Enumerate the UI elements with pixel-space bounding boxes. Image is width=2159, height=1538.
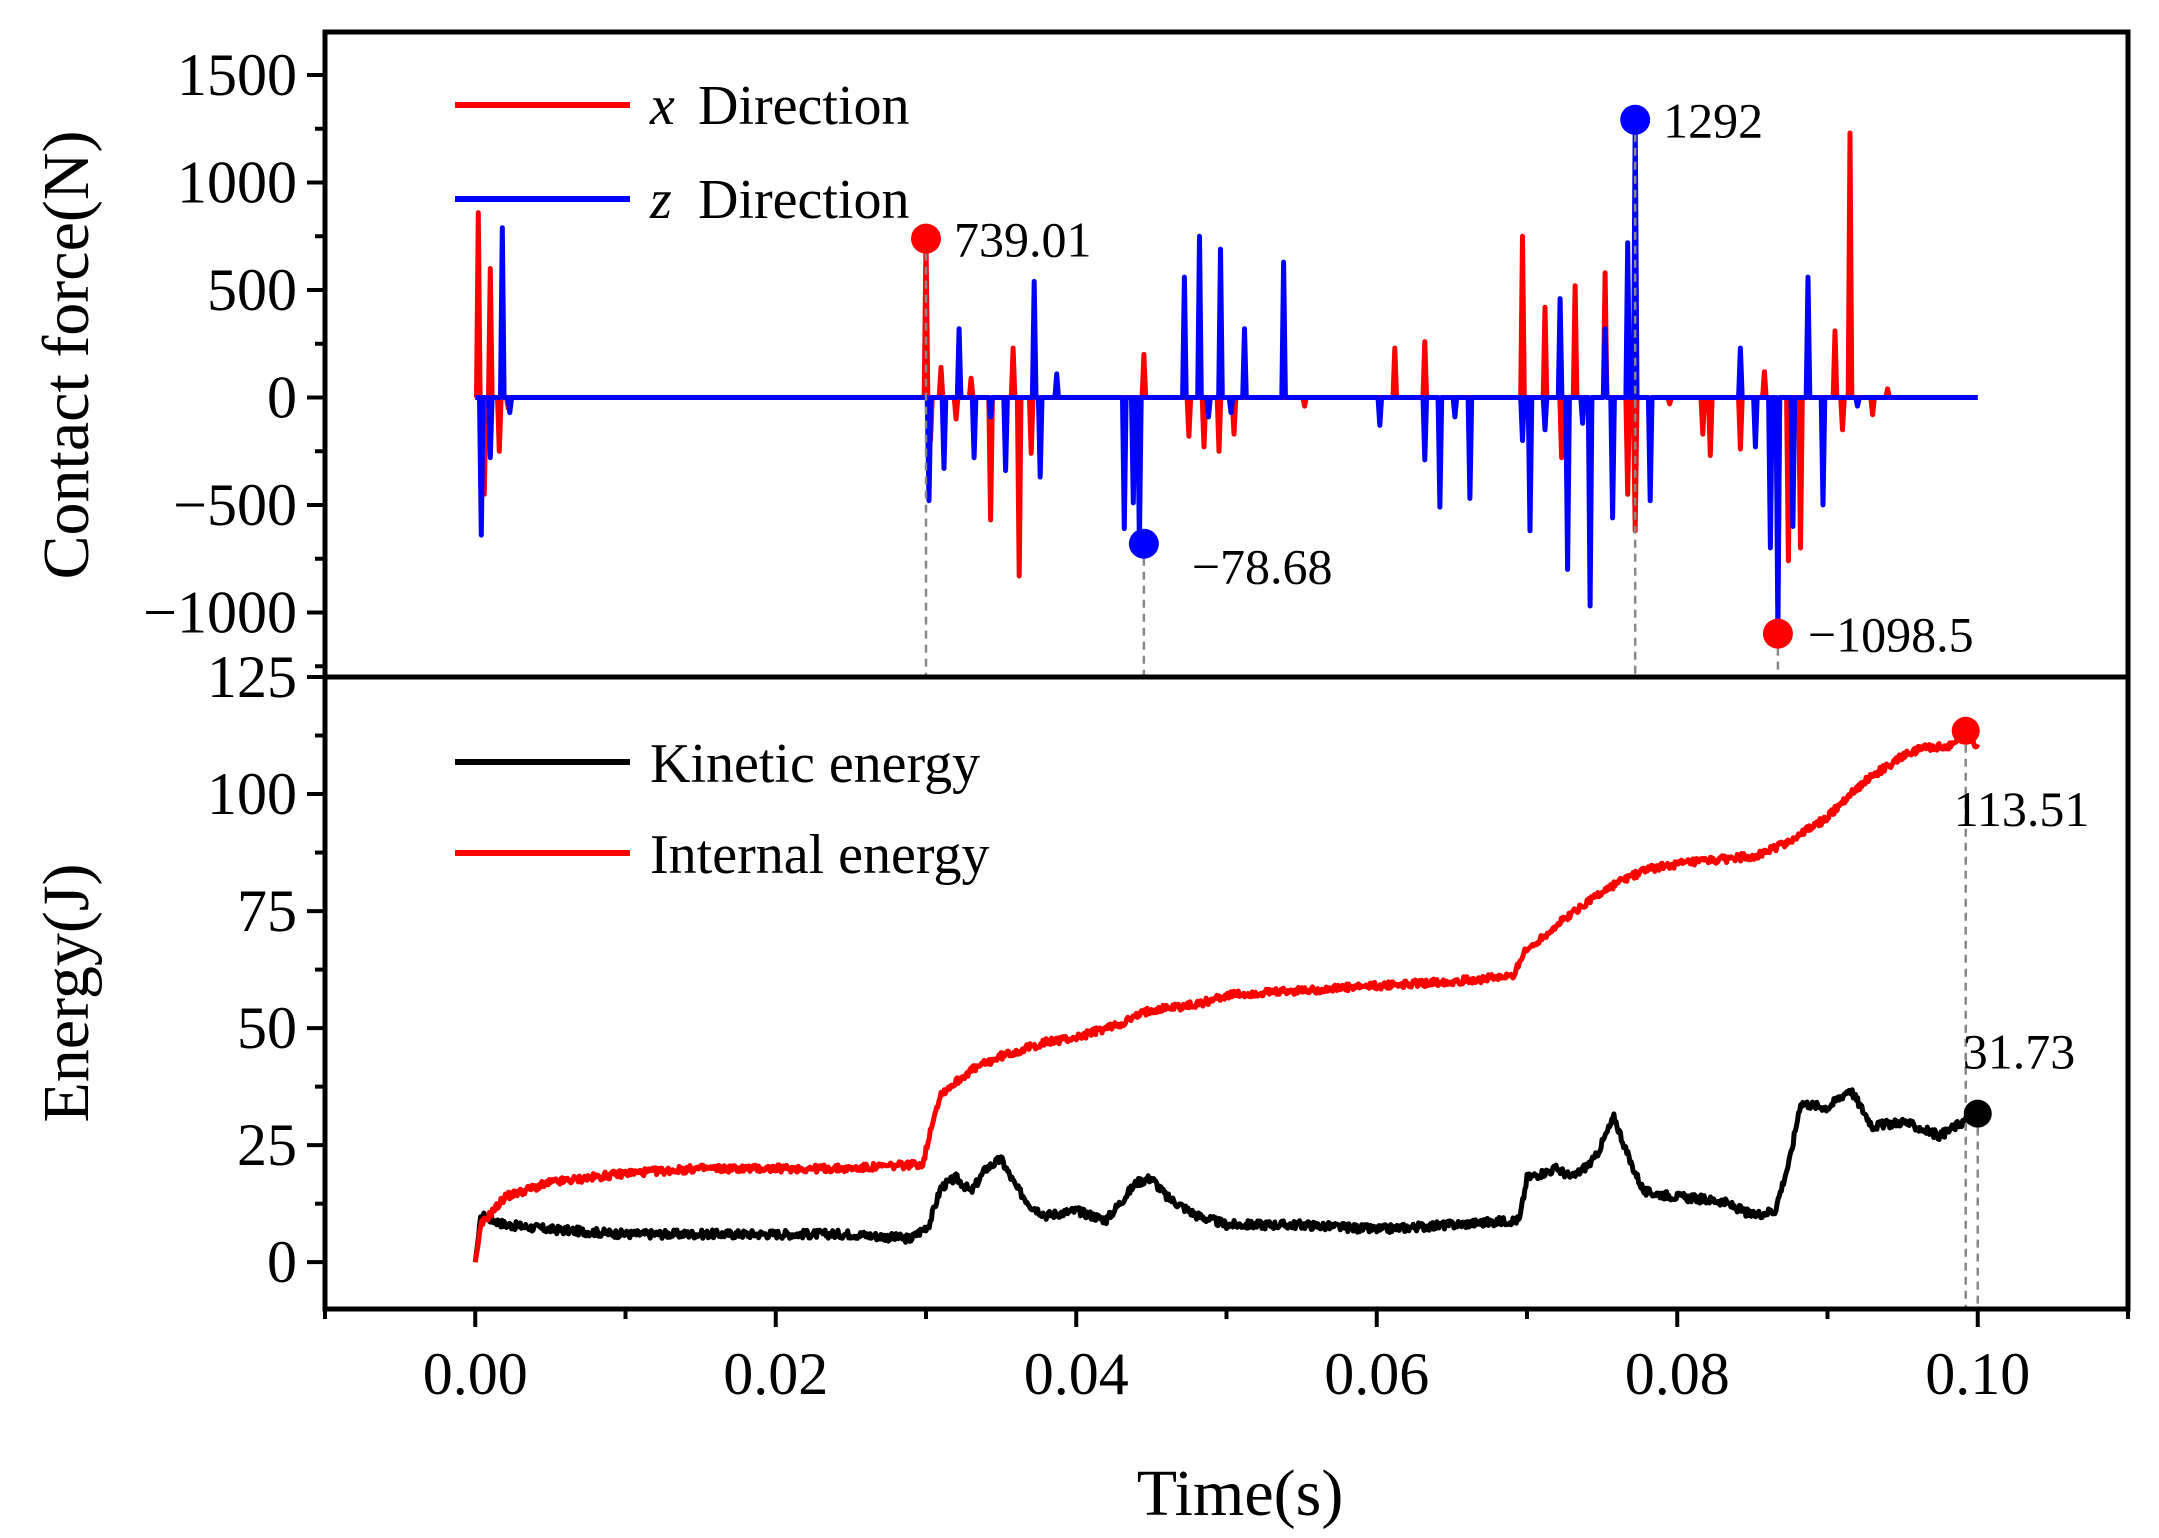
force-legend: x Direction z Direction xyxy=(455,75,909,231)
force-panel: −1000 −500 0 500 1000 1500 739.01 1292 −78.68 −1… xyxy=(30,29,2131,680)
force-y-tick-label: 1500 xyxy=(177,42,297,108)
kinetic-energy-line xyxy=(472,1087,1980,1263)
force-annotation-label: −1098.5 xyxy=(1808,607,1974,663)
force-annotation-marker xyxy=(1620,104,1651,135)
legend-x-var: x xyxy=(649,75,675,137)
energy-legend: Kinetic energy Internal energy xyxy=(455,733,989,886)
energy-annotation-marker xyxy=(1951,716,1980,745)
x-tick-label: 0.00 xyxy=(423,1341,528,1407)
force-y-tick-label: 500 xyxy=(207,257,297,323)
energy-y-axis-title: Energy(J) xyxy=(30,863,103,1122)
energy-annotation-label: 113.51 xyxy=(1954,781,2090,837)
force-annotation-marker xyxy=(1128,528,1159,559)
series-z-direction xyxy=(475,117,1978,637)
force-annotation-marker xyxy=(911,223,941,254)
energy-y-tick-label: 75 xyxy=(237,878,297,944)
energy-annotations: 113.51 31.73 xyxy=(1951,716,2090,1128)
energy-y-tick-label: 100 xyxy=(207,761,297,827)
legend-x-label: Direction xyxy=(698,75,909,137)
force-y-axis-title: Contact force(N) xyxy=(30,131,103,580)
x-tick-label: 0.06 xyxy=(1324,1341,1429,1407)
x-tick-label: 0.04 xyxy=(1024,1341,1129,1407)
x-tick-label: 0.08 xyxy=(1625,1341,1730,1407)
legend-z-label: Direction xyxy=(698,169,909,231)
force-annotation-label: −78.68 xyxy=(1192,539,1333,595)
energy-annotation-lines xyxy=(1964,730,1979,1309)
x-axis-title: Time(s) xyxy=(1137,1457,1344,1530)
energy-y-tick-label: 50 xyxy=(237,995,297,1061)
legend-z-var: z xyxy=(649,169,672,231)
energy-ticks: 0 25 50 75 100 125 0.00 0.02 0.04 0.06 0.08 0.10 xyxy=(207,644,2130,1407)
energy-series xyxy=(472,727,1981,1263)
force-annotation-label: 1292 xyxy=(1663,93,1763,149)
energy-y-tick-label: 125 xyxy=(207,644,297,710)
force-annotations: 739.01 1292 −78.68 −1098.5 xyxy=(911,93,1974,677)
energy-plot-frame xyxy=(322,674,2131,1312)
energy-y-tick-label: 0 xyxy=(267,1229,297,1295)
internal-energy-line xyxy=(472,727,1981,1263)
x-tick-label: 0.10 xyxy=(1925,1341,2030,1407)
series-z-direction-line xyxy=(475,117,1978,637)
energy-y-tick-label: 25 xyxy=(237,1112,297,1178)
force-annotation-marker xyxy=(1762,618,1793,649)
force-annotation-label: 739.01 xyxy=(954,212,1092,268)
energy-annotation-marker xyxy=(1963,1099,1992,1128)
force-y-ticks: −1000 −500 0 500 1000 1500 xyxy=(143,42,325,669)
force-y-tick-label: −500 xyxy=(173,472,297,538)
legend-internal-label: Internal energy xyxy=(650,824,989,886)
energy-annotation-label: 31.73 xyxy=(1963,1024,2076,1080)
x-tick-label: 0.02 xyxy=(723,1341,828,1407)
energy-panel: 0 25 50 75 100 125 0.00 0.02 0.04 0.06 0.08 0.10 11… xyxy=(30,644,2131,1530)
legend-kinetic-label: Kinetic energy xyxy=(650,733,980,795)
force-y-tick-label: 1000 xyxy=(177,150,297,216)
force-y-tick-label: −1000 xyxy=(143,580,297,646)
force-y-tick-label: 0 xyxy=(267,365,297,431)
